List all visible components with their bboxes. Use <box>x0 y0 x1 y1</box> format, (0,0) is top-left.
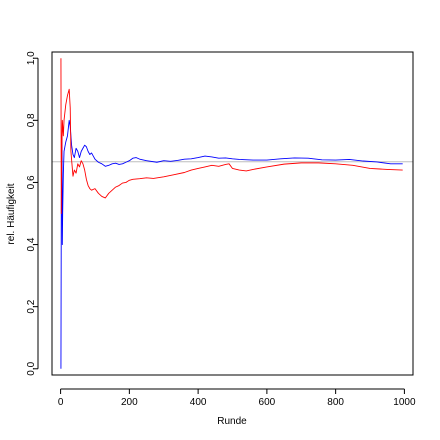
y-axis-title: rel. Häufigkeit <box>6 183 17 244</box>
x-tick-label: 400 <box>190 397 207 408</box>
plot-area: 0 200 400 600 800 1000 0.0 0.2 0.4 0.6 0.8 1.0 <box>26 51 416 408</box>
x-tick-label: 0 <box>58 397 64 408</box>
y-tick-label: 0.0 <box>26 361 37 375</box>
x-axis-title: Runde <box>217 416 247 427</box>
series-line-2 <box>60 58 403 214</box>
y-tick-label: 0.4 <box>26 237 37 251</box>
x-tick-label: 800 <box>327 397 344 408</box>
y-tick-label: 0.6 <box>26 175 37 189</box>
y-tick-label: 0.8 <box>26 113 37 127</box>
plot-box <box>51 51 414 376</box>
x-tick-label: 600 <box>259 397 276 408</box>
series-line-1 <box>60 119 403 369</box>
x-tick-label: 1000 <box>393 397 416 408</box>
y-tick-label: 0.2 <box>26 299 37 313</box>
x-tick-label: 200 <box>121 397 138 408</box>
y-tick-label: 1.0 <box>26 51 37 65</box>
